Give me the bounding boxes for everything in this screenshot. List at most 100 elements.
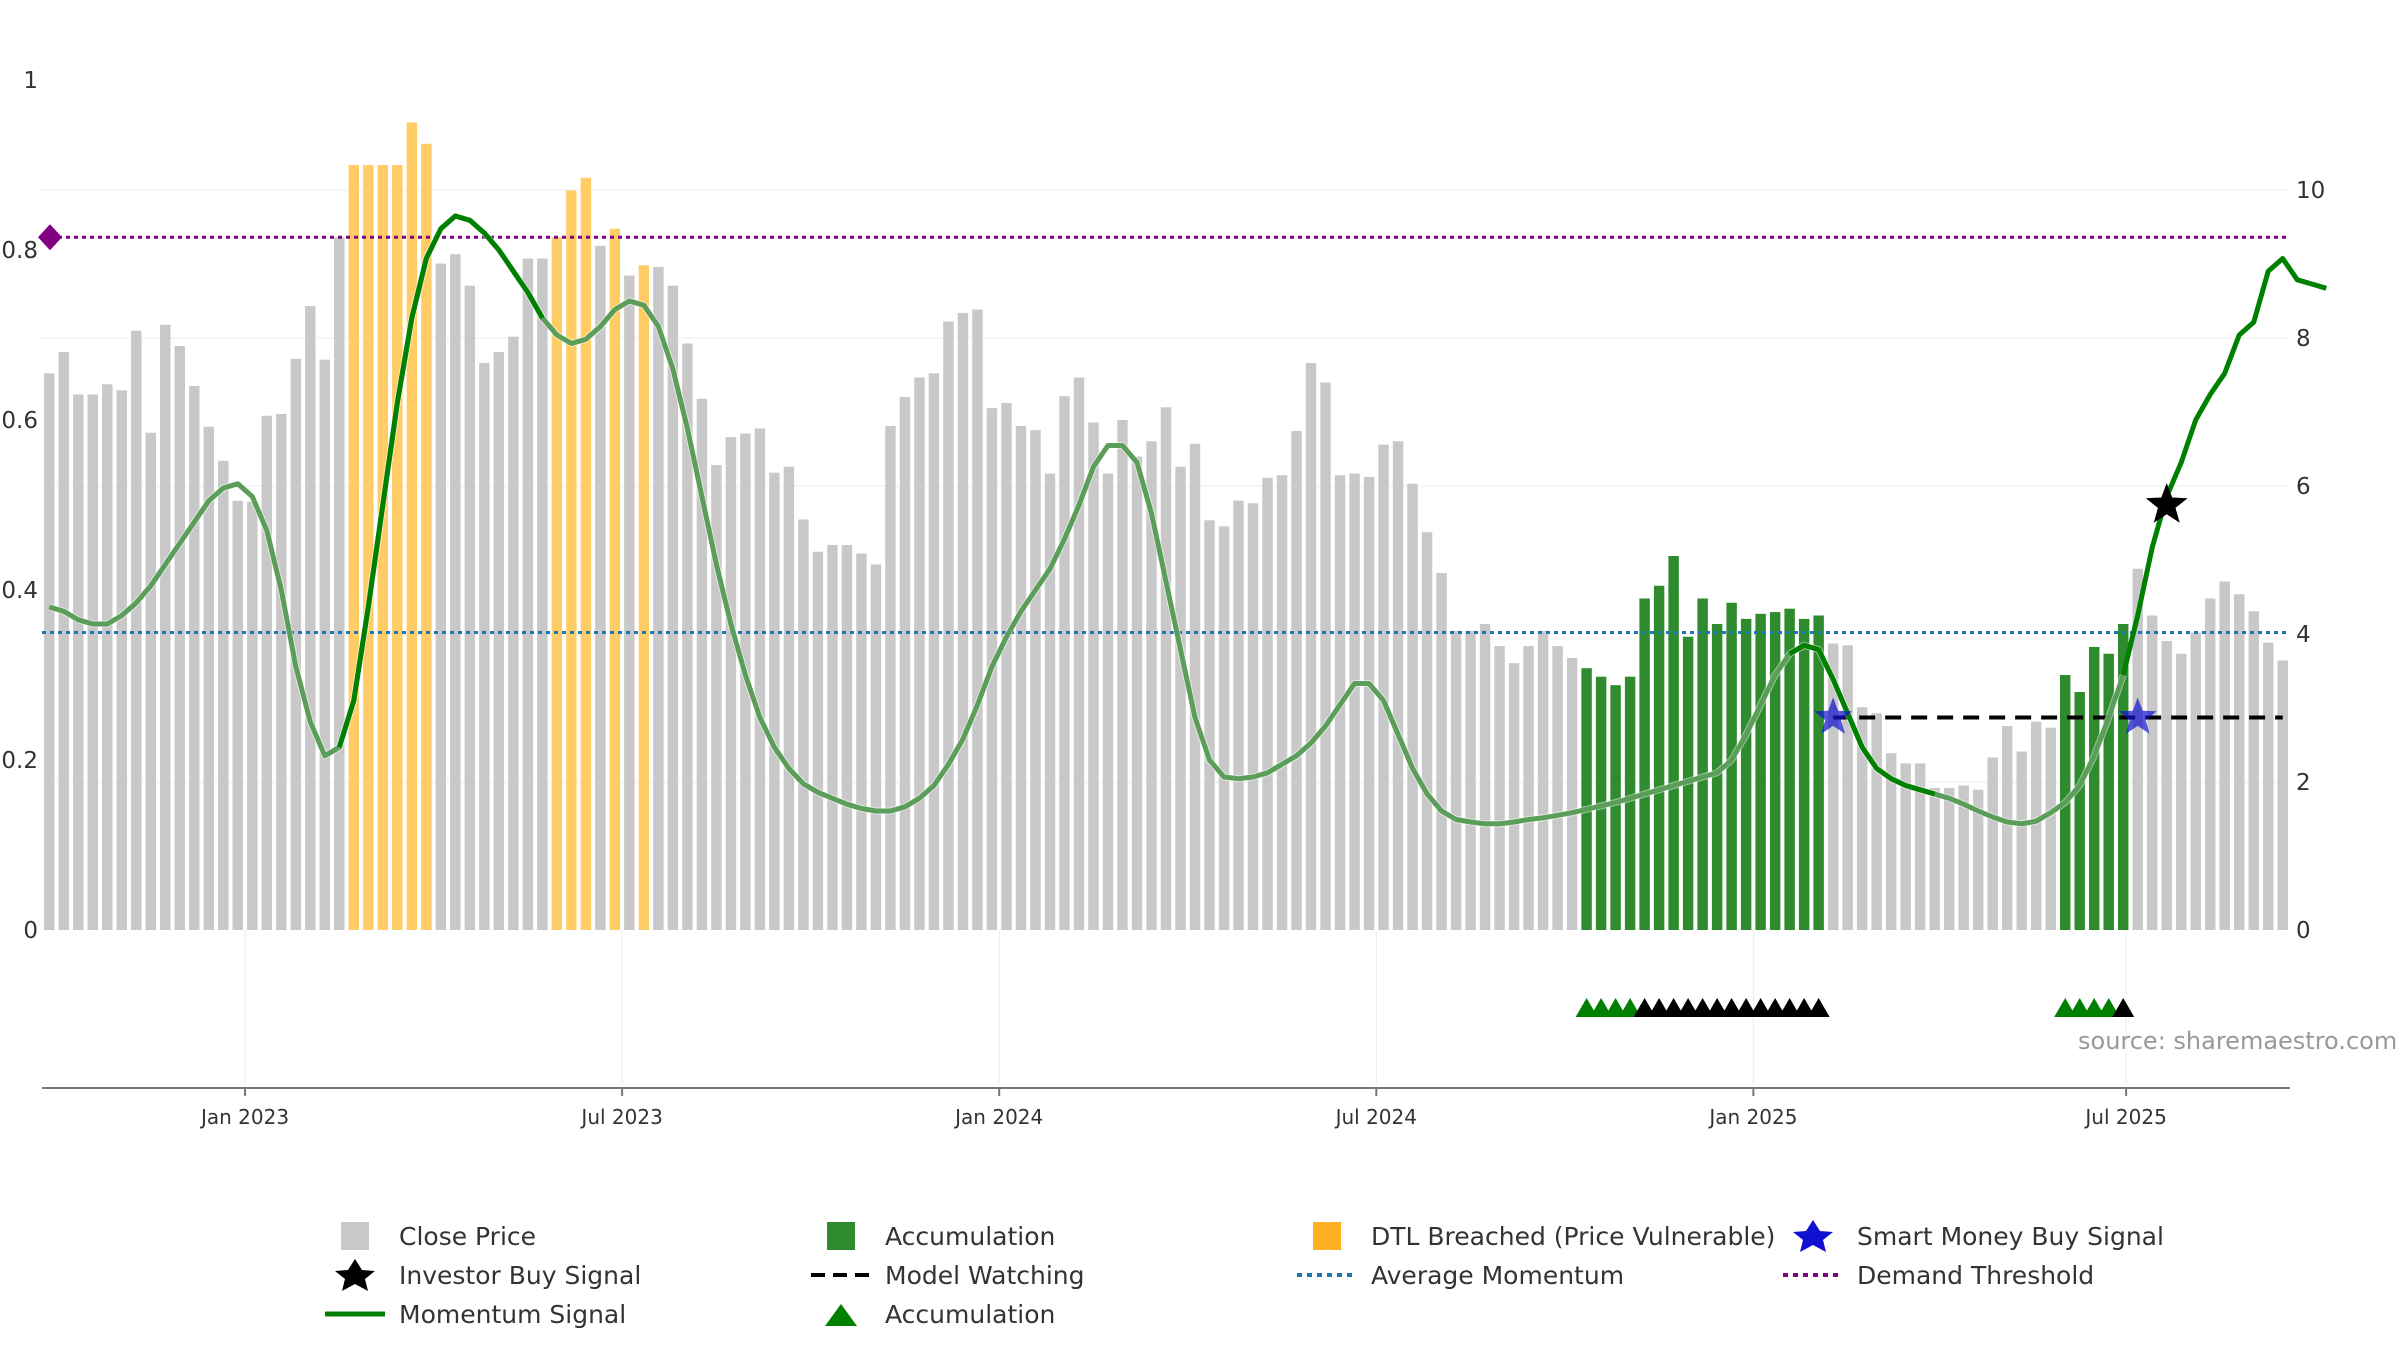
close-price-bar [1088, 422, 1099, 930]
close-price-bar [44, 373, 55, 930]
accumulation-triangle [1793, 998, 1816, 1017]
x-tick-label: Jan 2023 [199, 1105, 289, 1129]
close-price-bar [116, 390, 127, 930]
accumulation-triangle [1764, 998, 1787, 1017]
close-price-bar [1987, 757, 1998, 930]
close-price-bar [2234, 594, 2245, 930]
close-price-bar [1523, 646, 1534, 930]
close-price-bar [1044, 473, 1056, 930]
signal-lines [42, 212, 2328, 828]
close-price-bar [160, 324, 171, 930]
close-price-bar [783, 466, 795, 930]
dtl-breached-bar [580, 177, 592, 930]
close-price-bar [754, 428, 766, 930]
accumulation-triangle [1778, 998, 1801, 1017]
close-price-bar [928, 373, 940, 930]
close-price-bar [522, 258, 534, 930]
close-price-bar [711, 465, 722, 930]
close-price-bar [798, 519, 809, 930]
close-price-bar [1102, 473, 1114, 930]
close-price-bar [653, 267, 664, 930]
close-price-bar [261, 415, 273, 930]
close-price-bar [464, 285, 476, 930]
close-price-bar [1146, 441, 1157, 930]
close-price-bar [537, 258, 548, 930]
close-price-bar [1218, 526, 1230, 930]
close-price-bar [870, 564, 882, 930]
accumulation-bar [1711, 624, 1723, 930]
close-price-bar [1015, 425, 1027, 930]
close-price-bar [479, 363, 490, 930]
accumulation-triangle [1619, 998, 1642, 1017]
accumulation-triangle [1807, 998, 1830, 1017]
close-price-bar [1914, 763, 1926, 930]
right-tick-label: 8 [2296, 326, 2311, 352]
close-price-bar [1363, 476, 1375, 930]
close-price-bar [2030, 721, 2042, 930]
dtl-breached-bar [377, 165, 389, 930]
close-price-bar [1885, 753, 1897, 930]
accumulation-triangle [1648, 998, 1671, 1017]
close-price-bar [1494, 646, 1505, 930]
close-price-bar [1117, 420, 1128, 930]
close-price-bar [2161, 641, 2172, 930]
accumulation-triangle [1720, 998, 1743, 1017]
left-tick-label: 0.6 [1, 408, 38, 434]
accumulation-triangle [2068, 998, 2091, 1017]
smart-money-buy-star [2118, 697, 2157, 734]
dtl-breached-bar [406, 122, 418, 930]
accumulation-triangle [1749, 998, 1772, 1017]
close-price-bar [58, 352, 69, 930]
close-price-bar [2263, 642, 2274, 930]
accumulation-triangle [1633, 998, 1656, 1017]
close-price-bar [1131, 456, 1143, 930]
dtl-breached-bar [363, 165, 374, 930]
close-price-bar [1465, 630, 1476, 930]
close-price-bar [841, 544, 853, 930]
dtl-breached-bar [348, 165, 360, 930]
close-price-bar [2219, 581, 2230, 930]
close-price-bar [1030, 430, 1041, 930]
accumulation-bar [1740, 618, 1752, 930]
close-price-bar [943, 321, 954, 930]
accumulation-bar [1653, 585, 1665, 930]
close-price-bar [914, 377, 925, 930]
close-price-bar [957, 312, 969, 930]
dtl-breached-bar [609, 228, 621, 930]
close-price-bar [2146, 615, 2158, 930]
accumulation-triangle [1706, 998, 1729, 1017]
accumulation-triangle [1604, 998, 1627, 1017]
close-price-bar [1349, 473, 1360, 930]
right-tick-label: 10 [2296, 178, 2325, 204]
close-price-bar [827, 544, 838, 930]
momentum-signal-line-strong [336, 213, 545, 749]
close-price-bar [145, 432, 156, 930]
accumulation-bar [1755, 613, 1766, 930]
close-price-bar [885, 425, 896, 930]
close-price-bar [131, 330, 142, 930]
close-price-bar [1943, 788, 1955, 930]
close-price-bar [696, 398, 708, 930]
close-price-bar [1842, 645, 1853, 930]
signal-markers [38, 224, 2188, 1017]
close-price-bar [450, 254, 461, 930]
close-price-bar [73, 394, 84, 930]
close-price-bar [1421, 532, 1433, 930]
close-price-bar [435, 263, 447, 931]
dtl-breached-bar [566, 190, 577, 930]
momentum-signal-line [2120, 256, 2328, 676]
close-price-bar [1900, 763, 1911, 930]
momentum-signal-halo [48, 212, 2127, 828]
close-price-bar [334, 237, 345, 930]
close-price-bar [1175, 466, 1186, 930]
right-tick-label: 0 [2296, 918, 2311, 944]
dtl-breached-bar [392, 165, 403, 930]
accumulation-bar [1639, 598, 1650, 930]
close-price-bar [87, 394, 98, 930]
close-price-bar [508, 336, 519, 930]
accumulation-triangle [2083, 998, 2106, 1017]
close-price-bar [856, 553, 867, 930]
x-tick-label: Jul 2024 [1334, 1105, 1417, 1129]
left-tick-label: 0.2 [1, 748, 38, 774]
